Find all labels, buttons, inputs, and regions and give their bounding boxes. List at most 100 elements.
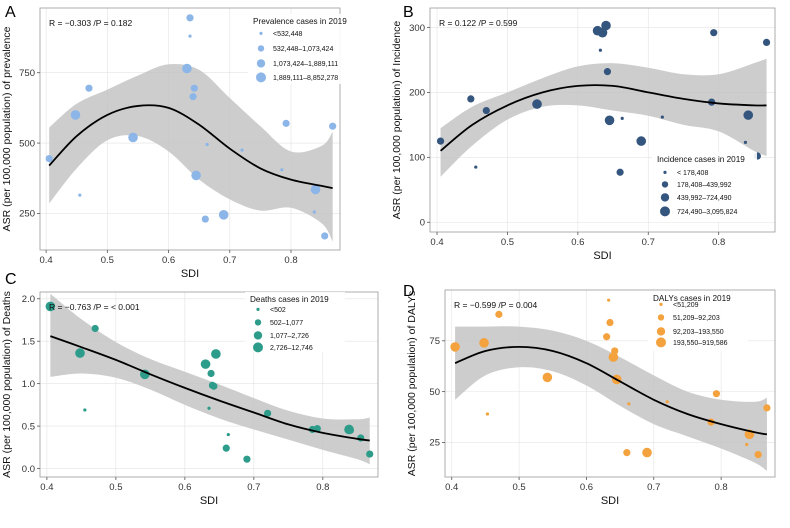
legend-entry: < 178,408 — [677, 170, 708, 177]
data-point — [450, 342, 460, 352]
legend-entry: 532,448–1,073,424 — [273, 46, 333, 53]
legend-marker — [253, 331, 263, 340]
plot-frame — [39, 7, 341, 251]
legend-entry: 178,408–439,992 — [677, 182, 732, 189]
x-tick-label: 0.8 — [284, 255, 297, 266]
legend-entry: <502 — [270, 307, 286, 314]
confidence-band — [440, 58, 767, 177]
correlation-annotation: R = −0.763 /P = < 0.001 — [49, 302, 140, 312]
data-point — [495, 310, 503, 318]
data-point — [207, 406, 211, 410]
data-point — [762, 38, 771, 47]
data-point — [603, 68, 612, 76]
legend-marker — [656, 337, 666, 348]
y-axis-title: ASR (per 100,000 population) of Incidenc… — [391, 21, 403, 220]
legend-entry: 502–1,077 — [270, 320, 303, 327]
x-tick-label: 0.6 — [178, 482, 191, 493]
data-point — [243, 455, 251, 463]
data-point — [479, 338, 489, 348]
y-tick-label: 300 — [409, 23, 425, 34]
y-tick-label: 0 — [420, 218, 425, 229]
data-point — [474, 165, 478, 169]
y-tick-label: 0.5 — [22, 421, 35, 432]
legend-entry: 92,203–193,550 — [673, 329, 724, 336]
data-point — [226, 432, 230, 437]
confidence-band — [50, 293, 370, 465]
legend-marker — [660, 193, 670, 202]
data-point — [620, 116, 624, 120]
legend-marker — [656, 327, 666, 336]
data-point — [642, 447, 652, 458]
data-point — [211, 349, 221, 359]
data-point — [201, 215, 209, 223]
data-point — [601, 20, 611, 31]
trend-line — [50, 335, 370, 442]
legend-marker — [254, 319, 262, 326]
x-tick-label: 0.5 — [109, 482, 122, 493]
data-point — [608, 352, 619, 362]
legend-title: Deaths cases in 2019 — [250, 295, 329, 304]
y-tick-label: 1.5 — [22, 337, 35, 348]
panel-label: C — [5, 271, 17, 288]
data-point — [188, 34, 192, 38]
confidence-band — [455, 326, 767, 471]
data-point — [743, 140, 748, 144]
trend-line — [48, 104, 333, 189]
legend-entry: 439,992–724,490 — [677, 195, 732, 202]
x-tick-label: 0.8 — [715, 482, 728, 493]
panel-label: A — [5, 4, 16, 21]
x-tick-label: 0.7 — [223, 255, 236, 266]
panel-d: 0.4 0.5 0.6 0.7 0.8 25 50 75 SDI ASR (per 100,000… — [403, 283, 776, 507]
data-point — [607, 298, 611, 302]
x-tick-label: 0.4 — [40, 482, 53, 493]
y-tick-label: 100 — [409, 153, 425, 164]
data-point — [282, 119, 290, 127]
x-tick-label: 0.5 — [101, 255, 114, 266]
panel-label: D — [403, 283, 415, 300]
data-point — [191, 170, 201, 181]
data-point — [190, 84, 198, 92]
x-tick-label: 0.4 — [445, 482, 458, 493]
data-point — [710, 29, 718, 37]
confidence-band — [49, 63, 333, 242]
data-point — [85, 84, 93, 92]
data-point — [70, 110, 81, 120]
legend: Deaths cases in 2019 <502 502–1,077 1,077–2… — [245, 292, 345, 353]
y-tick-label: 25 — [429, 438, 440, 449]
x-axis-title: SDI — [601, 495, 619, 507]
legend-marker — [256, 59, 266, 68]
data-point — [182, 63, 192, 74]
panel-label: B — [403, 4, 414, 21]
legend-title: Prevalence cases in 2019 — [253, 17, 347, 26]
y-axis-title: ASR (per 100,000 population) of DALYs — [406, 291, 418, 476]
data-point — [222, 444, 230, 452]
data-point — [189, 93, 197, 101]
data-point — [754, 451, 762, 459]
data-point — [310, 184, 321, 195]
data-point — [603, 333, 611, 341]
panel-b: 0.4 0.5 0.6 0.7 0.8 0 100 200 300 SDI ASR (per 100… — [391, 4, 776, 262]
correlation-annotation: R = −0.303 /P = 0.182 — [49, 18, 133, 28]
data-point — [186, 14, 194, 22]
panel-c: 0.4 0.5 0.6 0.7 0.8 0.0 0.5 1.0 1.5 2.0 SDI ASR (pe… — [1, 271, 379, 507]
data-point — [606, 318, 614, 327]
data-point — [636, 136, 647, 146]
data-point — [210, 382, 218, 390]
data-point — [745, 442, 749, 447]
x-axis-title: SDI — [593, 250, 611, 262]
data-point — [321, 232, 329, 240]
data-point — [598, 48, 602, 52]
x-tick-label: 0.4 — [430, 237, 443, 248]
legend-marker — [257, 45, 265, 52]
x-tick-label: 0.7 — [642, 237, 655, 248]
y-tick-label: 750 — [19, 68, 35, 79]
data-point — [366, 450, 374, 458]
legend-marker — [657, 314, 665, 321]
legend-entry: <51,209 — [673, 302, 699, 309]
legend-box — [248, 14, 378, 84]
data-point — [611, 347, 619, 355]
data-point — [91, 324, 99, 333]
data-point — [264, 409, 272, 417]
y-tick-label: 50 — [429, 387, 440, 398]
